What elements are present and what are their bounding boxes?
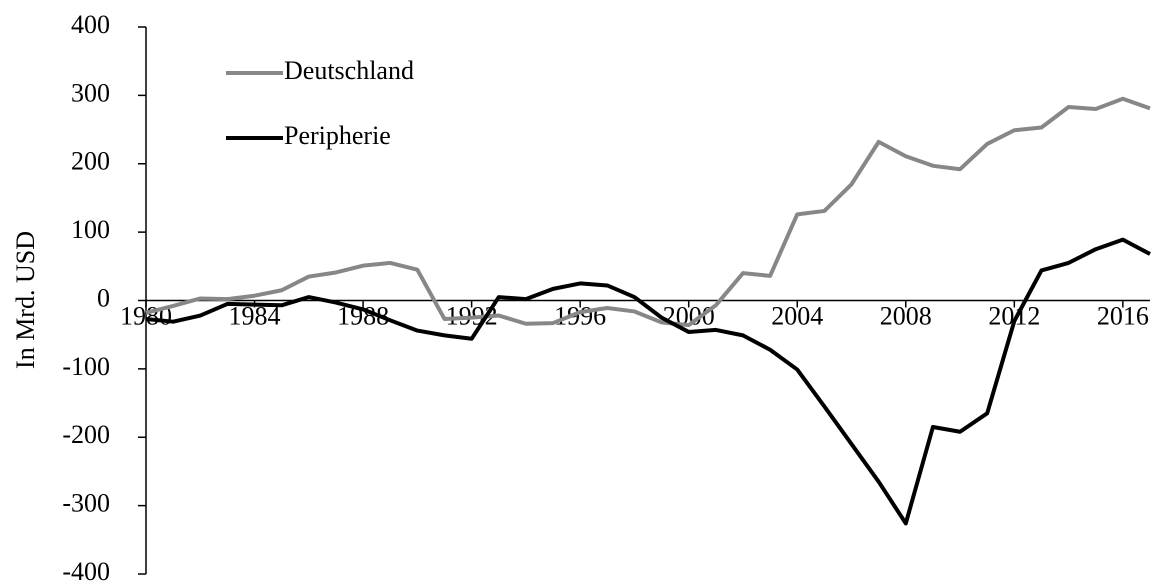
y-tick-label: 400	[71, 10, 110, 39]
y-axis-label: In Mrd. USD	[11, 231, 40, 369]
x-tick-label: 2016	[1097, 301, 1149, 330]
y-tick-label: -200	[62, 420, 110, 449]
x-tick-label: 1996	[554, 301, 606, 330]
y-tick-label: -400	[62, 557, 110, 583]
x-tick-label: 2008	[880, 301, 932, 330]
y-tick-label: -100	[62, 352, 110, 381]
x-tick-label: 1980	[120, 301, 172, 330]
y-tick-label: -300	[62, 489, 110, 518]
x-tick-label: 2004	[771, 301, 823, 330]
y-tick-label: 100	[71, 215, 110, 244]
y-tick-label: 0	[97, 283, 110, 312]
series-line	[145, 96, 1151, 328]
legend-label: Deutschland	[284, 56, 414, 85]
legend-label: Peripherie	[284, 121, 391, 150]
y-tick-label: 300	[71, 78, 110, 107]
y-tick-label: 200	[71, 147, 110, 176]
series-line	[145, 237, 1151, 526]
